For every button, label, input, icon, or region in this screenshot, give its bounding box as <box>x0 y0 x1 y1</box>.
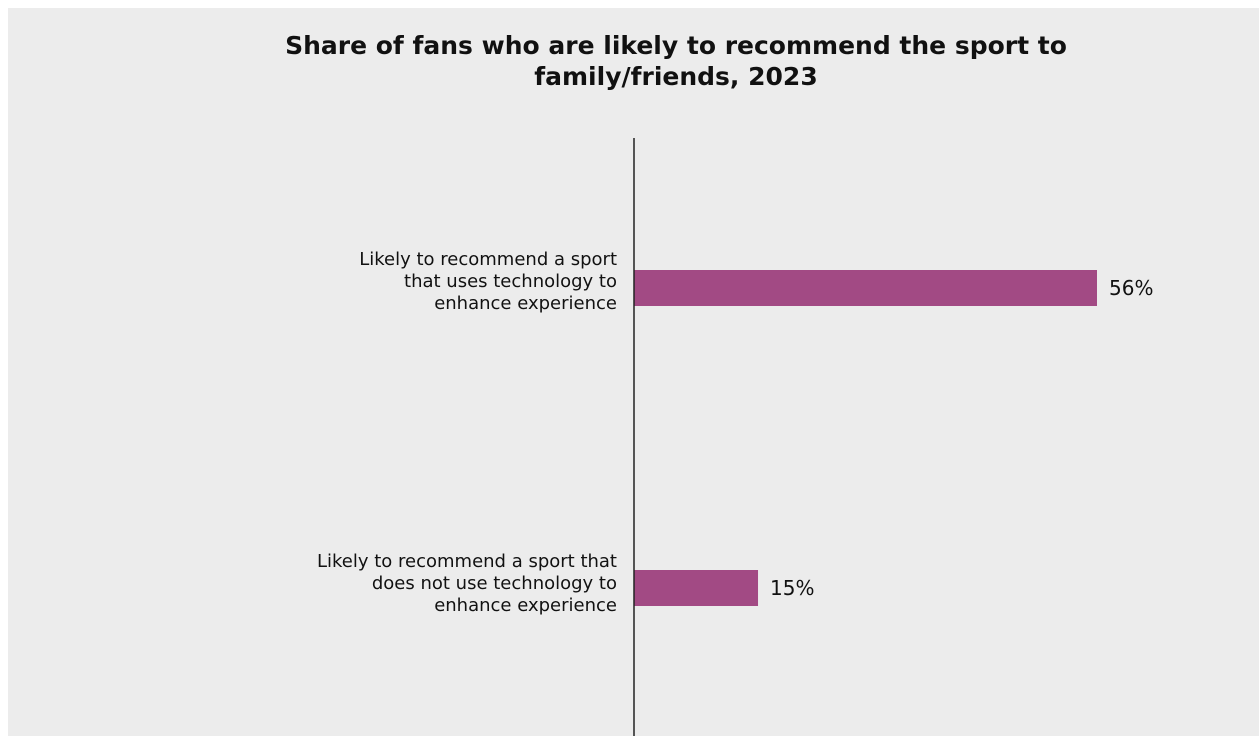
bar-1 <box>634 570 759 606</box>
category-label-tech: Likely to recommend a sport that uses te… <box>359 249 617 314</box>
bar-0 <box>634 270 1097 306</box>
data-label-0: 56% <box>1109 276 1153 300</box>
category-label-no-tech: Likely to recommend a sport that does no… <box>316 551 617 616</box>
data-label-1: 15% <box>770 576 814 600</box>
chart-title: Share of fans who are likely to recommen… <box>285 31 1067 91</box>
